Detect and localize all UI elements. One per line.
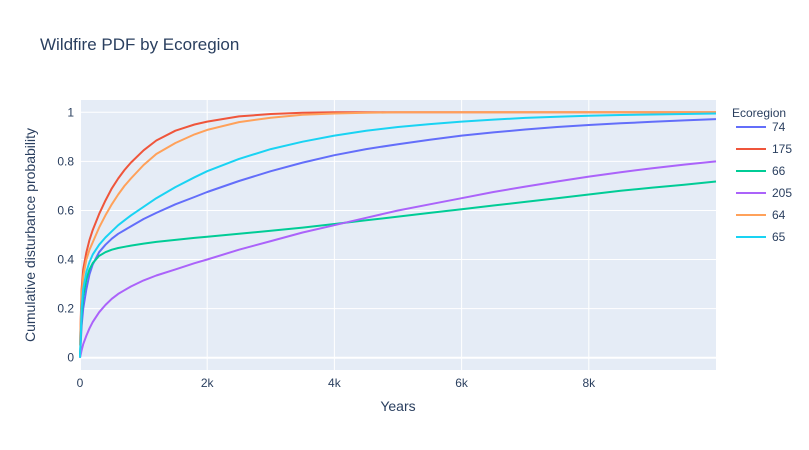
legend-label: 66 xyxy=(772,164,786,178)
legend-item-205[interactable]: 205 xyxy=(736,186,792,200)
x-tick-label: 2k xyxy=(201,376,215,390)
legend-label: 205 xyxy=(772,186,792,200)
y-tick-label: 1 xyxy=(67,105,74,119)
series-line-205 xyxy=(79,160,717,358)
y-tick-label: 0.2 xyxy=(57,302,74,316)
tick-labels: 0 0.2 0.4 0.6 0.8 1 0 2k 4k 6k 8k xyxy=(57,105,596,390)
series-line-66 xyxy=(79,180,717,358)
legend-item-65[interactable]: 65 xyxy=(736,230,786,244)
chart-title: Wildfire PDF by Ecoregion xyxy=(40,35,239,54)
y-tick-label: 0.4 xyxy=(57,253,74,267)
plot-area xyxy=(80,100,716,370)
x-tick-label: 4k xyxy=(328,376,342,390)
legend-item-74[interactable]: 74 xyxy=(736,120,786,134)
x-axis-title: Years xyxy=(380,398,415,414)
legend-item-175[interactable]: 175 xyxy=(736,142,792,156)
x-tick-label: 8k xyxy=(582,376,596,390)
x-tick-label: 0 xyxy=(77,376,84,390)
series-line-64 xyxy=(79,111,716,346)
legend-item-64[interactable]: 64 xyxy=(736,208,786,222)
legend[interactable]: 74 175 66 205 64 65 xyxy=(736,120,792,244)
series-line-65 xyxy=(79,112,717,358)
legend-label: 74 xyxy=(772,120,786,134)
legend-label: 64 xyxy=(772,208,786,222)
legend-item-66[interactable]: 66 xyxy=(736,164,786,178)
legend-label: 175 xyxy=(772,142,792,156)
grid xyxy=(79,100,716,370)
y-tick-label: 0.8 xyxy=(57,154,74,168)
legend-title: Ecoregion xyxy=(732,106,786,120)
series-lines xyxy=(79,111,717,358)
legend-label: 65 xyxy=(772,230,786,244)
x-tick-label: 6k xyxy=(455,376,469,390)
y-axis-title: Cumulative disturbance probability xyxy=(22,128,38,342)
y-tick-label: 0.6 xyxy=(57,203,74,217)
y-tick-label: 0 xyxy=(67,351,74,365)
